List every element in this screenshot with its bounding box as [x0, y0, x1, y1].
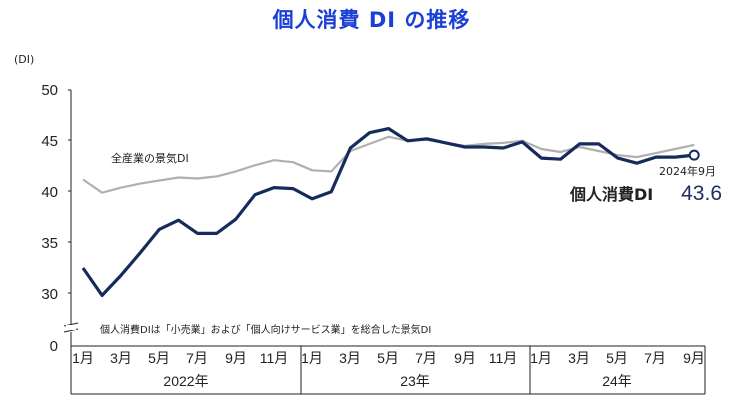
latest-point-marker — [688, 149, 700, 161]
x-tick-label: 9月 — [454, 350, 476, 366]
x-tick-label: 11月 — [489, 350, 518, 366]
x-tick-label: 7月 — [186, 350, 208, 366]
year-label: 2022年 — [163, 373, 208, 389]
x-axis-year-box — [70, 346, 706, 395]
x-tick-label: 9月 — [225, 350, 247, 366]
x-tick-label: 3月 — [568, 350, 590, 366]
axis-break-mark — [63, 322, 79, 333]
x-tick-label: 5月 — [148, 350, 170, 366]
x-tick-label: 7月 — [644, 350, 666, 366]
series-layer — [81, 127, 700, 297]
x-tick-label: 3月 — [339, 350, 361, 366]
x-tick-label: 1月 — [72, 350, 94, 366]
y-tick-label: 40 — [41, 184, 58, 201]
year-label: 23年 — [400, 373, 430, 389]
x-tick-label: 5月 — [377, 350, 399, 366]
y-tick-label: 50 — [41, 82, 58, 99]
y-tick-label: 30 — [41, 286, 58, 303]
x-tick-label: 1月 — [301, 350, 323, 366]
annotation-date: 2024年9月 — [659, 164, 716, 178]
annotation-series-label: 個人消費DI — [569, 185, 653, 204]
chart-note: 個人消費DIは「小売業」および「個人向けサービス業」を総合した景気DI — [100, 323, 431, 336]
y-tick-label: 0 — [50, 338, 58, 355]
x-tick-label: 7月 — [415, 350, 437, 366]
x-tick-label: 1月 — [530, 350, 552, 366]
series-label-all-industry: 全産業の景気DI — [111, 151, 189, 165]
chart-title: 個人消費 DI の推移 — [272, 8, 471, 32]
y-tick-label: 45 — [41, 133, 58, 150]
x-tick-label: 5月 — [606, 350, 628, 366]
y-axis-ticks — [68, 89, 71, 294]
annotation-value: 43.6 — [681, 182, 722, 205]
x-tick-labels: 1月 3月 5月 7月 9月 11月 1月 3月 5月 7月 9月 11月 1月… — [72, 350, 705, 366]
y-axis-unit: (DI) — [14, 53, 34, 66]
x-tick-label: 9月 — [683, 350, 705, 366]
year-label: 24年 — [602, 373, 632, 389]
series-line-personal-consumption — [81, 127, 695, 297]
x-tick-label: 11月 — [260, 350, 289, 366]
series-line-all-industry — [82, 135, 695, 194]
x-tick-label: 3月 — [110, 350, 132, 366]
y-tick-label: 35 — [41, 235, 58, 252]
